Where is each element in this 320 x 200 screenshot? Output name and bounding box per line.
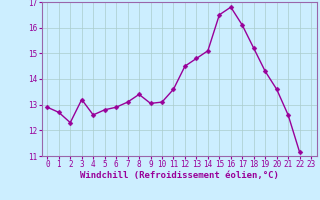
X-axis label: Windchill (Refroidissement éolien,°C): Windchill (Refroidissement éolien,°C) (80, 171, 279, 180)
